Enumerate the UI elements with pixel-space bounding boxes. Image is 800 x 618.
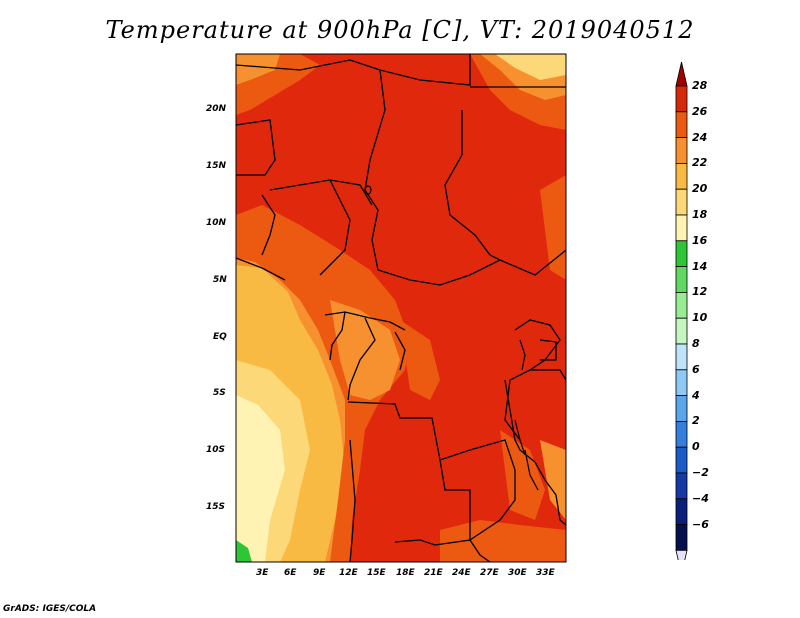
colorbar-label: 16 bbox=[692, 233, 708, 247]
colorbar-label: 14 bbox=[692, 259, 708, 273]
colorbar-top-arrow bbox=[675, 61, 688, 87]
lat-tick-label: 15N bbox=[206, 161, 227, 171]
lon-tick-label: 6E bbox=[284, 568, 297, 578]
colorbar-label: −2 bbox=[692, 466, 709, 479]
colorbar-swatch bbox=[675, 343, 688, 371]
colorbar-swatch bbox=[675, 137, 688, 164]
lon-tick-label: 27E bbox=[480, 568, 499, 578]
colorbar-swatch bbox=[675, 472, 688, 500]
colorbar-label: 6 bbox=[692, 362, 700, 376]
lon-tick-label: 30E bbox=[508, 568, 527, 578]
temperature-field bbox=[236, 54, 566, 562]
grads-credit: GrADS: IGES/COLA bbox=[3, 604, 97, 614]
lat-tick-label: 15S bbox=[206, 502, 226, 512]
colorbar-swatch bbox=[675, 188, 688, 216]
colorbar-label: 28 bbox=[692, 79, 708, 92]
colorbar-label: 0 bbox=[692, 440, 700, 454]
colorbar-label: −4 bbox=[692, 491, 709, 505]
map-frame bbox=[235, 53, 567, 563]
colorbar-label: 22 bbox=[692, 156, 708, 170]
colorbar-swatch bbox=[675, 240, 688, 268]
colorbar-bottom-arrow bbox=[675, 550, 688, 560]
country-borders bbox=[236, 54, 566, 562]
colorbar-label: 8 bbox=[692, 337, 700, 350]
colorbar-label: 12 bbox=[692, 285, 708, 299]
lon-tick-label: 12E bbox=[339, 568, 358, 578]
lon-tick-label: 21E bbox=[424, 568, 443, 578]
colorbar-label: 4 bbox=[692, 388, 700, 402]
lon-tick-label: 15E bbox=[367, 568, 386, 578]
colorbar-swatch bbox=[675, 420, 688, 448]
lon-tick-label: 18E bbox=[396, 568, 415, 578]
colorbar-swatch bbox=[675, 524, 688, 551]
colorbar-swatch bbox=[675, 163, 688, 190]
colorbar-label: −6 bbox=[692, 517, 709, 531]
lon-tick-label: 24E bbox=[452, 568, 471, 578]
chart-title: Temperature at 900hPa [C], VT: 201904051… bbox=[105, 16, 695, 44]
colorbar-label: 18 bbox=[692, 208, 708, 221]
colorbar bbox=[675, 61, 688, 560]
lat-tick-label: 5S bbox=[213, 388, 226, 398]
colorbar-swatch bbox=[675, 369, 688, 396]
colorbar-swatch bbox=[675, 85, 688, 113]
colorbar-swatch bbox=[675, 266, 688, 293]
lat-tick-label: 5N bbox=[213, 275, 227, 285]
lat-tick-label: EQ bbox=[213, 332, 227, 342]
colorbar-swatch bbox=[675, 291, 688, 319]
colorbar-swatch bbox=[675, 498, 688, 525]
lakes bbox=[364, 185, 539, 491]
colorbar-swatch bbox=[675, 317, 688, 345]
colorbar-swatch bbox=[675, 214, 688, 242]
colorbar-label: 10 bbox=[692, 311, 708, 325]
lat-tick-label: 10N bbox=[206, 218, 227, 228]
lat-tick-label: 10S bbox=[206, 445, 226, 455]
colorbar-label: 2 bbox=[692, 414, 700, 428]
colorbar-label: 26 bbox=[692, 104, 708, 118]
colorbar-swatch bbox=[675, 111, 688, 138]
lon-tick-label: 3E bbox=[256, 568, 269, 578]
colorbar-swatch bbox=[675, 395, 688, 422]
colorbar-label: 20 bbox=[692, 182, 708, 196]
lon-tick-label: 9E bbox=[313, 568, 326, 578]
lat-tick-label: 20N bbox=[206, 104, 227, 114]
lon-tick-label: 33E bbox=[536, 568, 555, 578]
colorbar-swatch bbox=[675, 446, 688, 474]
colorbar-label: 24 bbox=[692, 130, 708, 144]
